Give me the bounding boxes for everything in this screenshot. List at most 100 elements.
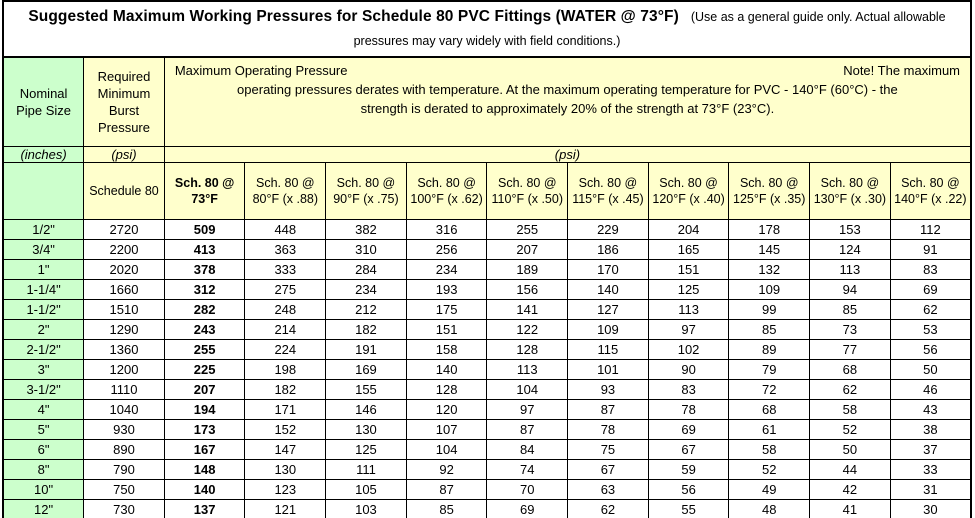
pressure-cell: 107 (405, 419, 488, 440)
pressure-cell: 30 (889, 499, 972, 518)
pressure-cell-73f: 194 (163, 399, 246, 420)
pressure-cell: 62 (567, 499, 649, 518)
pressure-cell: 123 (244, 479, 327, 500)
pressure-cell: 97 (486, 399, 569, 420)
pressure-cell: 56 (647, 479, 730, 500)
pressure-cell: 62 (809, 379, 891, 400)
pressure-cell: 113 (809, 259, 891, 280)
pressure-cell: 175 (405, 299, 488, 320)
pressure-cell-73f: 509 (163, 219, 246, 240)
pressure-cell: 255 (486, 219, 569, 240)
burst-pressure-cell: 2720 (83, 219, 165, 240)
pressure-cell: 99 (728, 299, 811, 320)
pipe-size-cell: 1-1/2" (2, 299, 85, 320)
pressure-cell: 85 (809, 299, 891, 320)
operating-note-line2: operating pressures derates with tempera… (237, 81, 898, 97)
page-title-note: (Use as a general guide only. Actual all… (353, 10, 946, 48)
pressure-cell: 33 (889, 459, 972, 480)
burst-pressure-cell: 890 (83, 439, 165, 460)
pressure-cell: 189 (486, 259, 569, 280)
pressure-cell: 170 (567, 259, 649, 280)
pressure-cell: 72 (728, 379, 811, 400)
pressure-cell: 59 (647, 459, 730, 480)
pressure-cell: 37 (889, 439, 972, 460)
pressure-cell-73f: 282 (163, 299, 246, 320)
pressure-cell: 363 (244, 239, 327, 260)
burst-pressure-cell: 2200 (83, 239, 165, 260)
table-row: 3/4" 2200 413 363 310 256 207 186 165 14… (2, 239, 972, 260)
pressure-cell-73f: 225 (163, 359, 246, 380)
pressure-cell: 49 (728, 479, 811, 500)
pipe-size-cell: 3/4" (2, 239, 85, 260)
pressure-cell: 103 (325, 499, 407, 518)
pipe-size-cell: 1" (2, 259, 85, 280)
pressure-cell: 140 (567, 279, 649, 300)
pressure-cell: 310 (325, 239, 407, 260)
burst-pressure-cell: 750 (83, 479, 165, 500)
header-burst-pressure: Required Minimum Burst Pressure (83, 56, 165, 147)
table-row: 1" 2020 378 333 284 234 189 170 151 132 … (2, 259, 972, 280)
units-psi-burst: (psi) (83, 146, 165, 163)
burst-pressure-cell: 1510 (83, 299, 165, 320)
col-header-schedule-80: Schedule 80 (83, 162, 165, 220)
operating-note-line3: strength is derated to approximately 20%… (360, 100, 775, 116)
burst-pressure-cell: 1110 (83, 379, 165, 400)
pressure-cell-73f: 413 (163, 239, 246, 260)
pressure-cell: 104 (486, 379, 569, 400)
pressure-cell: 333 (244, 259, 327, 280)
pressure-cell: 128 (405, 379, 488, 400)
pressure-cell: 121 (244, 499, 327, 518)
pressure-cell: 120 (405, 399, 488, 420)
pipe-size-cell: 4" (2, 399, 85, 420)
pressure-cell: 178 (728, 219, 811, 240)
col-header-sch80-73f: Sch. 80 @ 73°F (163, 162, 246, 220)
pressure-cell: 141 (486, 299, 569, 320)
table-row: 4" 1040 194 171 146 120 97 87 78 68 58 4… (2, 399, 972, 420)
pressure-cell: 58 (809, 399, 891, 420)
pressure-cell: 132 (728, 259, 811, 280)
table-row: 3" 1200 225 198 169 140 113 101 90 79 68… (2, 359, 972, 380)
pressure-cell-73f: 207 (163, 379, 246, 400)
pipe-size-cell: 8" (2, 459, 85, 480)
burst-pressure-cell: 1200 (83, 359, 165, 380)
pressure-cell-73f: 148 (163, 459, 246, 480)
pipe-size-cell: 2-1/2" (2, 339, 85, 360)
pressure-cell-73f: 255 (163, 339, 246, 360)
pipe-size-cell: 3-1/2" (2, 379, 85, 400)
pipe-size-cell: 1-1/4" (2, 279, 85, 300)
table-row: 2-1/2" 1360 255 224 191 158 128 115 102 … (2, 339, 972, 360)
pressure-cell: 70 (486, 479, 569, 500)
pressure-cell: 111 (325, 459, 407, 480)
pressure-cell: 146 (325, 399, 407, 420)
pressure-cell: 77 (809, 339, 891, 360)
pressure-cell: 224 (244, 339, 327, 360)
pressure-cell: 275 (244, 279, 327, 300)
pressure-cell: 83 (889, 259, 972, 280)
pressure-cell: 256 (405, 239, 488, 260)
table-row: 8" 790 148 130 111 92 74 67 59 52 44 33 (2, 459, 972, 480)
pressure-cell: 127 (567, 299, 649, 320)
table-row: 1-1/4" 1660 312 275 234 193 156 140 125 … (2, 279, 972, 300)
pressure-cell: 53 (889, 319, 972, 340)
units-psi-span: (psi) (163, 146, 972, 163)
pressure-cell: 67 (567, 459, 649, 480)
pressure-cell: 84 (486, 439, 569, 460)
pressure-cell: 248 (244, 299, 327, 320)
pressure-cell: 122 (486, 319, 569, 340)
pipe-size-cell: 10" (2, 479, 85, 500)
table-row: 12" 730 137 121 103 85 69 62 55 48 41 30 (2, 499, 972, 518)
pressure-cell: 44 (809, 459, 891, 480)
pressure-cell: 124 (809, 239, 891, 260)
pressure-cell: 113 (647, 299, 730, 320)
pipe-size-cell: 12" (2, 499, 85, 518)
pressure-cell: 234 (405, 259, 488, 280)
pressure-cell-73f: 243 (163, 319, 246, 340)
pressure-cell: 48 (728, 499, 811, 518)
pressure-cell: 382 (325, 219, 407, 240)
pressure-cell: 78 (567, 419, 649, 440)
pressure-cell: 152 (244, 419, 327, 440)
pressure-cell: 193 (405, 279, 488, 300)
pressure-cell: 156 (486, 279, 569, 300)
pressure-cell: 68 (809, 359, 891, 380)
